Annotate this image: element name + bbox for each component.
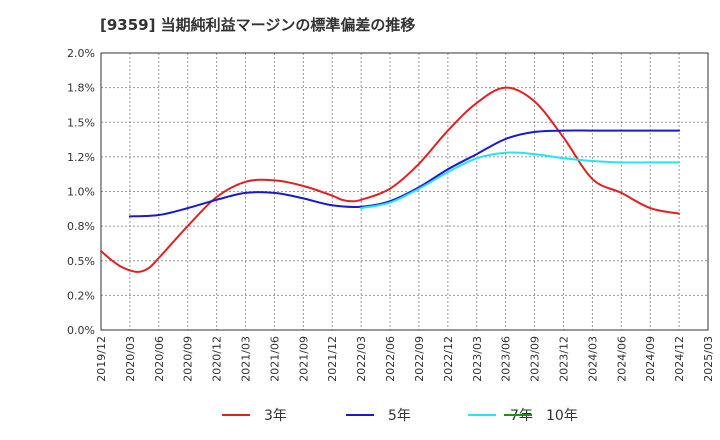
x-tick-label: 2021/03 bbox=[240, 336, 253, 382]
plot-border bbox=[100, 52, 709, 331]
series-line-1 bbox=[128, 129, 681, 218]
y-tick-label: 1.2% bbox=[67, 151, 95, 164]
legend-label-3: 10年 bbox=[546, 408, 578, 424]
legend-label-0: 3年 bbox=[264, 408, 287, 424]
y-tick-label: 2.0% bbox=[67, 47, 95, 60]
x-tick-label: 2022/09 bbox=[413, 336, 426, 382]
x-tick-label: 2021/12 bbox=[326, 336, 339, 382]
x-axis-ticks: 2019/12 2020/03 2020/06 2020/09 2020/12 2021/… bbox=[95, 336, 715, 382]
series-layer bbox=[100, 86, 681, 273]
legend-label-1: 5年 bbox=[388, 408, 411, 424]
x-tick-label: 2019/12 bbox=[95, 336, 108, 382]
x-tick-label: 2020/06 bbox=[153, 336, 166, 382]
x-tick-label: 2021/06 bbox=[268, 336, 281, 382]
y-tick-label: 0.0% bbox=[67, 324, 95, 337]
y-tick-label: 0.2% bbox=[67, 289, 95, 302]
y-tick-label: 0.8% bbox=[67, 220, 95, 233]
grid-layer bbox=[101, 53, 708, 330]
x-tick-label: 2024/09 bbox=[644, 336, 657, 382]
chart-title: [9359] 当期純利益マージンの標準偏差の推移 bbox=[100, 16, 416, 34]
x-tick-label: 2020/12 bbox=[211, 336, 224, 382]
x-tick-label: 2023/12 bbox=[557, 336, 570, 382]
x-tick-label: 2021/09 bbox=[297, 336, 310, 382]
y-axis-ticks: 0.0% 0.2% 0.5% 0.8% 1.0% 1.2% 1.5% 1.8% 2.0% bbox=[67, 47, 95, 337]
x-tick-label: 2023/09 bbox=[529, 336, 542, 382]
x-tick-label: 2024/12 bbox=[673, 336, 686, 382]
y-tick-label: 1.0% bbox=[67, 186, 95, 199]
x-tick-label: 2025/03 bbox=[702, 336, 715, 382]
x-tick-label: 2024/03 bbox=[586, 336, 599, 382]
x-tick-label: 2022/12 bbox=[442, 336, 455, 382]
x-tick-label: 2022/06 bbox=[384, 336, 397, 382]
legend: 3年5年7年10年 bbox=[222, 408, 578, 424]
series-line-2 bbox=[360, 151, 681, 210]
x-tick-label: 2020/09 bbox=[182, 336, 195, 382]
x-tick-label: 2022/03 bbox=[355, 336, 368, 382]
x-tick-label: 2023/03 bbox=[471, 336, 484, 382]
y-tick-label: 1.8% bbox=[67, 82, 95, 95]
series-line-0 bbox=[100, 86, 681, 273]
x-tick-label: 2023/06 bbox=[500, 336, 513, 382]
x-tick-label: 2020/03 bbox=[124, 336, 137, 382]
y-tick-label: 1.5% bbox=[67, 116, 95, 129]
y-tick-label: 0.5% bbox=[67, 255, 95, 268]
x-tick-label: 2024/06 bbox=[615, 336, 628, 382]
